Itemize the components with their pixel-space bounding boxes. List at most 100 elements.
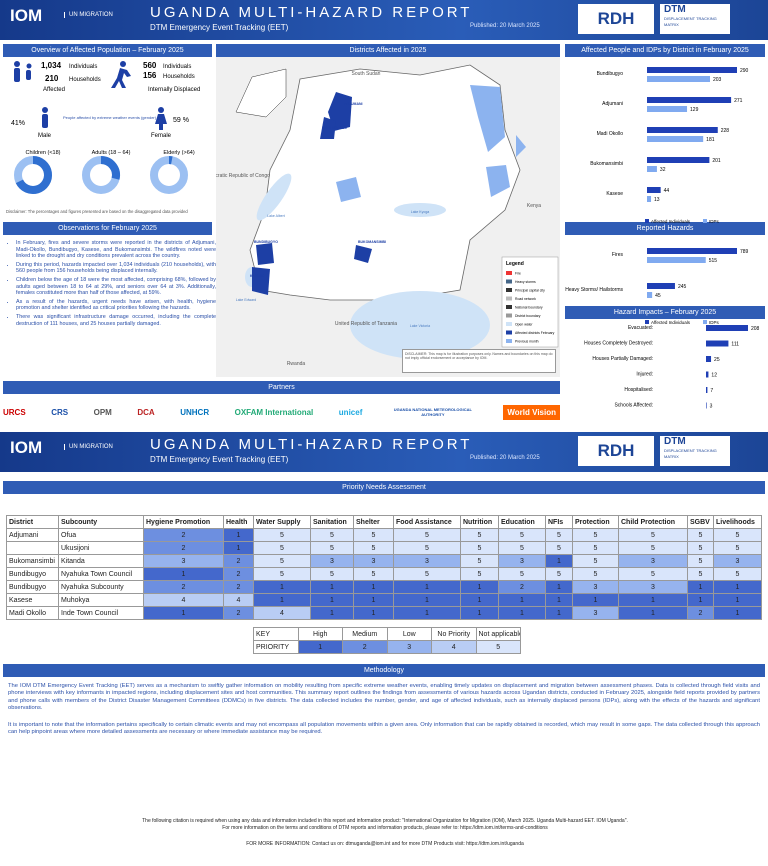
key-name: Low xyxy=(386,627,432,641)
district: Bukomansimbi xyxy=(6,554,59,568)
value-label: 45 xyxy=(655,293,661,299)
value-label: 789 xyxy=(740,249,749,255)
key-row: PRIORITY 1 2 3 4 5 xyxy=(253,640,521,654)
priority-cell: 1 xyxy=(393,606,461,620)
right-charts: Bundibugyo 290 203 Adjumani 271 129 Madi Okoll… xyxy=(565,67,760,410)
value-label: 208 xyxy=(751,326,760,332)
priority-cell: 1 xyxy=(310,580,354,594)
section-header: Reported Hazards xyxy=(565,222,765,235)
idp-households: 156 xyxy=(143,71,157,80)
logo-dtm: DTM DISPLACEMENT TRACKING MATRIX xyxy=(660,436,730,466)
value-label: 201 xyxy=(712,158,721,164)
bar xyxy=(706,387,708,393)
district-label: MADI OKOLLO xyxy=(322,126,347,130)
priority-cell: 1 xyxy=(310,593,354,607)
category-label: Elderly (>64) xyxy=(163,150,195,156)
priority-cell: 5 xyxy=(353,567,394,581)
partner-logo: UNHCR xyxy=(180,407,210,417)
category-label: Bukomansimbi xyxy=(590,161,623,167)
overview: 1,034 Individuals 210 Households Affecte… xyxy=(11,61,200,194)
priority-cell: 2 xyxy=(223,554,254,568)
row: Adjumani Ofua 2 1 5 5 5 5 5 5 5 5 5 5 5 xyxy=(6,528,762,542)
column-header: NFIs xyxy=(545,515,573,529)
bullet: As a result of the hazards, urgent needs… xyxy=(16,299,216,312)
column-header: Sanitation xyxy=(310,515,354,529)
priority-cell: 5 xyxy=(498,528,546,542)
legend-swatch xyxy=(506,330,512,335)
legend-swatch xyxy=(506,296,512,301)
legend-label: Fire xyxy=(515,272,521,276)
legend-swatch xyxy=(703,320,707,324)
map: South Sudan Kenya Democratic Republic of C… xyxy=(216,57,560,377)
logo-rdh: RDH xyxy=(578,4,654,34)
column-header: Child Protection xyxy=(618,515,688,529)
bar xyxy=(647,257,706,263)
subtitle: DTM Emergency Event Tracking (EET) xyxy=(150,455,289,464)
column-header: District xyxy=(6,515,59,529)
priority-cell: 5 xyxy=(353,541,394,555)
row: Bundibugyo Nyahuka Subcounty 2 2 1 1 1 1 1 2 1 3 3 1 1 xyxy=(6,580,762,594)
value-label: 32 xyxy=(660,167,666,173)
value-label: 3 xyxy=(710,404,713,410)
logo-dtm-text: DTM xyxy=(664,4,686,15)
affected-households: 210 xyxy=(45,74,59,83)
subcounty: Ofua xyxy=(58,528,144,542)
legend-label: Open water xyxy=(515,323,533,327)
priority-cell: 2 xyxy=(223,606,254,620)
value-label: 515 xyxy=(709,258,718,264)
priority-cell: 5 xyxy=(460,541,499,555)
section-header: Priority Needs Assessment xyxy=(3,481,765,494)
column-header: Education xyxy=(498,515,546,529)
priority-cell: 5 xyxy=(460,567,499,581)
category-label: Hospitalised: xyxy=(624,387,653,393)
priority-cell: 3 xyxy=(618,580,688,594)
priority-cell: 1 xyxy=(545,593,573,607)
terms: For more information on the terms and co… xyxy=(222,825,548,831)
subcounty: Inde Town Council xyxy=(58,606,144,620)
priority-cell: 1 xyxy=(687,580,714,594)
bar xyxy=(647,196,652,202)
key-name: No Priority xyxy=(431,627,477,641)
priority-cell: 1 xyxy=(687,593,714,607)
priority-cell: 1 xyxy=(713,580,762,594)
bar xyxy=(647,127,718,133)
district: Kasese xyxy=(6,593,59,607)
priority-cell: 1 xyxy=(545,554,573,568)
idp-individuals: 560 xyxy=(143,61,157,70)
district-label: ADJUMANI xyxy=(344,102,363,106)
female-label: Female xyxy=(151,133,172,139)
partner-logo: CRS xyxy=(51,407,69,417)
map-legend: Legend Fire Heavy storms Principal capital … xyxy=(506,261,555,344)
bar xyxy=(647,97,732,103)
priority-cell: 5 xyxy=(253,567,311,581)
section-header: Affected People and IDPs by District in … xyxy=(565,44,765,57)
category-label: Children (<18) xyxy=(25,150,60,156)
logo-dtm-text: DTM xyxy=(664,436,686,447)
priority-cell: 2 xyxy=(143,541,224,555)
priority-cell: 3 xyxy=(143,554,224,568)
value-label: 245 xyxy=(678,284,687,290)
priority-cell: 1 xyxy=(353,580,394,594)
subcounty: Ukusijoni xyxy=(58,541,144,555)
gender-caption: People affected by extreme weather event… xyxy=(63,115,157,120)
partner-logo: OXFAM International xyxy=(234,407,314,417)
priority-cell: 1 xyxy=(253,593,311,607)
legend-swatch xyxy=(645,320,649,324)
priority-cell: 3 xyxy=(393,554,461,568)
value-label: 68% xyxy=(27,173,40,179)
title: UGANDA MULTI-HAZARD REPORT xyxy=(150,436,473,453)
category-label: Houses Completely Destroyed: xyxy=(584,341,653,347)
district-label: KASESE xyxy=(250,274,265,278)
subcounty: Muhokya xyxy=(58,593,144,607)
priority-cell: 1 xyxy=(143,606,224,620)
label: Households xyxy=(69,77,101,83)
male-label: Male xyxy=(38,133,52,139)
priority-cell: 1 xyxy=(498,593,546,607)
column-header: Livelihoods xyxy=(713,515,762,529)
partner-logo: UGANDA NATIONAL METEOROLOGICAL AUTHORITY xyxy=(393,407,472,417)
priority-cell: 5 xyxy=(713,528,762,542)
key-table: KEY High Medium Low No Priority Not applicabl… xyxy=(253,627,521,654)
priority-cell: 1 xyxy=(572,593,619,607)
lakes xyxy=(245,173,490,359)
column-header: Subcounty xyxy=(58,515,144,529)
